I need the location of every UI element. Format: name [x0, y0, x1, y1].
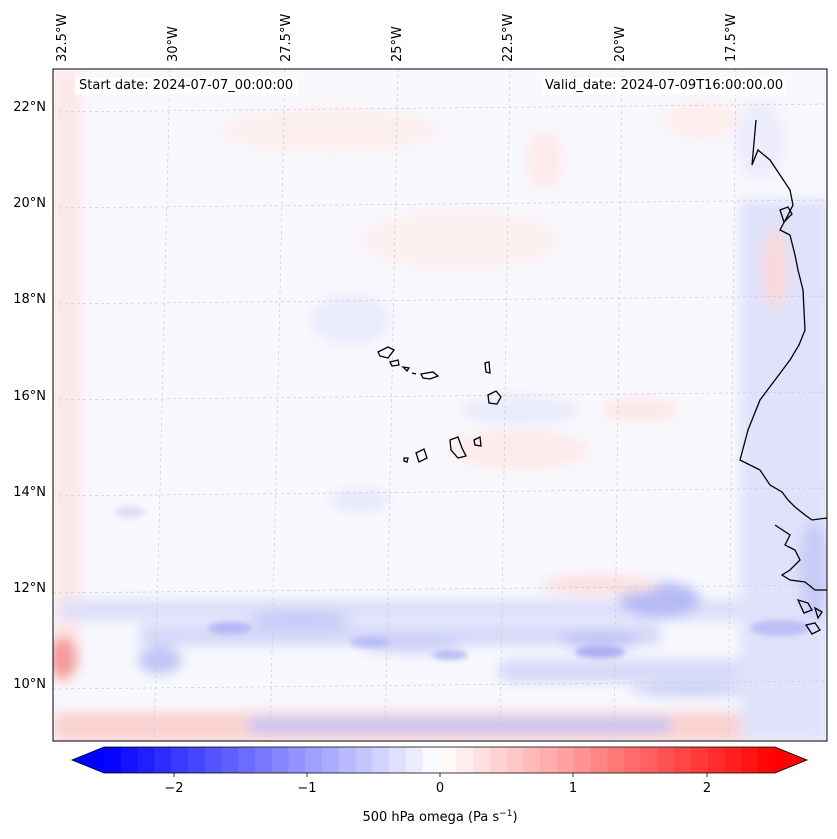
- colorbar-cell: [271, 747, 290, 773]
- colorbar-cell: [305, 747, 323, 773]
- colorbar-cell: [187, 747, 206, 773]
- valid-date-label: Valid_date: 2024-07-09T16:00:00.00: [541, 77, 788, 95]
- colorbar-cell: [389, 747, 407, 773]
- lat-label: 16°N: [13, 389, 46, 404]
- colorbar-cell: [506, 747, 524, 773]
- colorbar-cell: [523, 747, 541, 773]
- lat-label: 14°N: [13, 485, 46, 500]
- colorbar-cell: [573, 747, 592, 773]
- colorbar-cell: [724, 747, 743, 773]
- map-frame: [52, 68, 828, 742]
- colorbar-tick-label: −1: [297, 781, 316, 796]
- lon-label: 17.5°W: [724, 14, 739, 62]
- colorbar-cell: [489, 747, 508, 773]
- colorbar-cell: [556, 747, 575, 773]
- lon-label: 27.5°W: [279, 14, 294, 62]
- lat-label: 22°N: [13, 100, 46, 115]
- colorbar-cell: [624, 747, 642, 773]
- colorbar-outline: [70, 746, 809, 774]
- latitude-labels: 22°N 20°N 18°N 16°N 14°N 12°N 10°N: [13, 100, 46, 692]
- colorbar-cell: [422, 747, 441, 773]
- colorbar-cell: [221, 747, 239, 773]
- start-date-label: Start date: 2024-07-07_00:00:00: [75, 77, 298, 95]
- colorbar-cell: [540, 747, 558, 773]
- lat-label: 10°N: [13, 677, 46, 692]
- colorbar-cell: [120, 747, 139, 773]
- colorbar-cell: [154, 747, 172, 773]
- colorbar-cell: [288, 747, 306, 773]
- colorbar-cell: [137, 747, 155, 773]
- colorbar-cell: [322, 747, 340, 773]
- colorbar-cell: [674, 747, 692, 773]
- colorbar-cell: [405, 747, 424, 773]
- colorbar-cell: [640, 747, 659, 773]
- colorbar-cell: [657, 747, 675, 773]
- colorbar-cell: [372, 747, 390, 773]
- colorbar-cell: [254, 747, 273, 773]
- gridlines: [53, 69, 827, 741]
- longitude-labels: 32.5°W 30°W 27.5°W 25°W 22.5°W 20°W 17.5…: [55, 14, 739, 62]
- colorbar-cell: [104, 747, 122, 773]
- colorbar-cell: [204, 747, 223, 773]
- lon-label: 25°W: [390, 26, 405, 62]
- lon-label: 20°W: [613, 26, 628, 62]
- colorbar-tick-label: 0: [436, 781, 444, 796]
- colorbar-cell: [691, 747, 709, 773]
- colorbar-cell: [758, 747, 776, 773]
- lat-label: 18°N: [13, 292, 46, 307]
- colorbar-cell: [741, 747, 759, 773]
- colorbar-cell: [473, 747, 491, 773]
- coastline: [377, 119, 827, 635]
- lon-label: 30°W: [166, 26, 181, 62]
- colorbar-cell: [439, 747, 457, 773]
- lon-label: 22.5°W: [501, 14, 516, 62]
- colorbar-cells: [72, 747, 807, 773]
- colorbar-cell: [355, 747, 374, 773]
- lat-label: 12°N: [13, 581, 46, 596]
- colorbar-cell: [607, 747, 625, 773]
- omega-field: [53, 69, 827, 741]
- colorbar-cell: [171, 747, 189, 773]
- colorbar-ticks: [173, 773, 708, 777]
- lat-label: 20°N: [13, 196, 46, 211]
- colorbar: −2 −1 0 1 2 500 hPa omega (Pa s−1): [70, 746, 809, 825]
- colorbar-tick-label: −2: [164, 781, 183, 796]
- colorbar-tick-label: 2: [703, 781, 711, 796]
- colorbar-extend-low: [72, 747, 104, 773]
- colorbar-cell: [338, 747, 357, 773]
- colorbar-extend-high: [775, 747, 807, 773]
- colorbar-cell: [590, 747, 608, 773]
- colorbar-cell: [456, 747, 474, 773]
- colorbar-tick-label: 1: [569, 781, 577, 796]
- lon-label: 32.5°W: [55, 14, 70, 62]
- colorbar-label: 500 hPa omega (Pa s−1): [362, 809, 517, 825]
- colorbar-cell: [707, 747, 726, 773]
- colorbar-cell: [238, 747, 256, 773]
